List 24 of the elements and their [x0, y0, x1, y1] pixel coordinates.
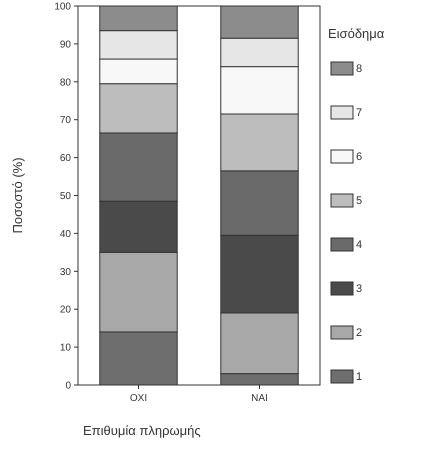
y-tick-label: 90 [60, 39, 72, 50]
legend-label: 4 [356, 239, 362, 251]
legend-label: 8 [356, 63, 362, 75]
y-tick-label: 0 [65, 380, 72, 392]
y-tick-label: 30 [60, 266, 72, 278]
y-tick-label: 10 [60, 342, 72, 354]
legend-label: 2 [356, 327, 362, 339]
x-tick-label: ΝΑΙ [251, 393, 268, 404]
y-tick-label: 50 [60, 191, 72, 202]
y-axis-title: Ποσοστό (%) [10, 157, 25, 234]
y-tick-label: 60 [60, 153, 72, 164]
y-tick-label: 100 [54, 2, 72, 12]
x-axis-title: Επιθυμία πληρωμής [83, 423, 201, 438]
y-tick-label: 20 [60, 304, 72, 316]
x-tick-label: ΟΧΙ [130, 393, 148, 404]
legend-label: 7 [356, 107, 362, 119]
legend-label: 5 [356, 195, 362, 207]
legend-label: 6 [356, 151, 362, 163]
y-tick-label: 80 [60, 77, 72, 88]
legend-label: 1 [356, 371, 362, 383]
y-tick-label: 70 [60, 115, 72, 126]
legend-label: 3 [356, 283, 362, 295]
legend-title: Εισόδημα [328, 26, 385, 41]
y-tick-label: 40 [60, 228, 72, 240]
